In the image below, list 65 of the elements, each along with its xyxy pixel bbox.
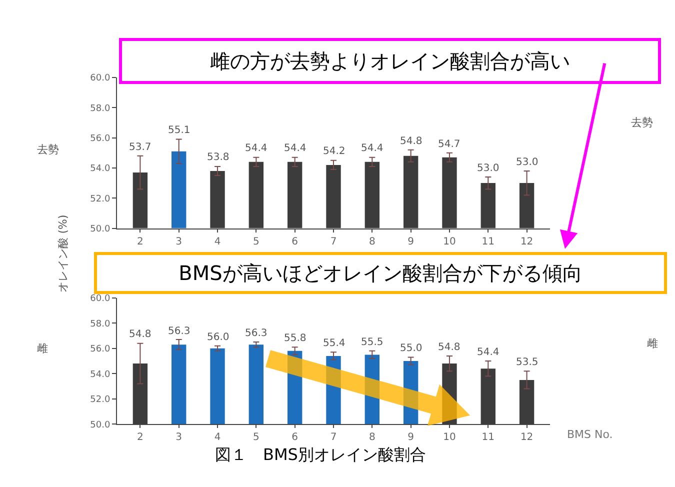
- y-tick-label: 52.0: [90, 194, 110, 204]
- x-tick-label: 3: [176, 432, 182, 444]
- y-tick-label: 60.0: [90, 294, 110, 304]
- x-tick-label: 6: [292, 236, 298, 248]
- data-label: 55.5: [361, 337, 384, 348]
- x-tick-label: 12: [520, 432, 534, 444]
- data-label: 54.4: [361, 143, 384, 154]
- x-tick-label: 7: [330, 236, 337, 248]
- text: 雌: [37, 342, 48, 355]
- data-label: 55.1: [168, 125, 190, 136]
- data-label: 54.4: [245, 143, 268, 154]
- x-tick-label: 5: [252, 432, 260, 444]
- x-tick-label: 10: [443, 432, 456, 444]
- y-tick-label: 58.0: [90, 319, 110, 330]
- x-tick-label: 8: [368, 432, 376, 444]
- data-label: 54.8: [400, 136, 422, 147]
- data-label: 54.4: [477, 347, 500, 358]
- y-tick-label: 56.0: [90, 344, 110, 355]
- data-label: 54.8: [438, 342, 460, 353]
- data-label: 55.0: [400, 343, 422, 354]
- data-label: 56.3: [245, 328, 268, 339]
- data-label: 53.5: [516, 357, 538, 368]
- data-label: 53.0: [477, 163, 500, 174]
- text: 雌: [647, 337, 658, 350]
- x-tick-label: 7: [330, 432, 337, 444]
- data-label: 54.7: [438, 139, 460, 150]
- data-label: 56.3: [168, 326, 190, 337]
- data-label: 56.0: [207, 332, 230, 343]
- y-tick-label: 52.0: [90, 395, 110, 406]
- x-tick-label: 3: [176, 236, 182, 248]
- x-tick-label: 10: [443, 236, 456, 248]
- x-tick-label: 12: [520, 236, 534, 248]
- y-tick-label: 50.0: [90, 420, 110, 430]
- x-tick-label: 4: [214, 432, 221, 444]
- y-tick-label: 50.0: [90, 224, 110, 234]
- y-tick-label: 54.0: [90, 164, 110, 174]
- x-axis-title: BMS No.: [567, 428, 613, 441]
- x-tick-label: 5: [252, 236, 260, 248]
- x-tick-label: 2: [137, 236, 144, 248]
- data-label: 55.4: [323, 338, 346, 349]
- y-tick-label: 56.0: [90, 134, 110, 144]
- data-label: 54.2: [323, 146, 346, 157]
- x-tick-label: 4: [214, 236, 221, 248]
- x-tick-label: 11: [482, 432, 495, 444]
- caption: 図１ BMS別オレイン酸割合: [215, 445, 426, 464]
- x-tick-label: 9: [408, 236, 414, 248]
- data-label: 54.4: [284, 143, 306, 154]
- data-label: 53.7: [129, 142, 152, 153]
- x-tick-label: 9: [408, 432, 414, 444]
- x-tick-label: 2: [137, 432, 144, 444]
- y-axis-title: オレイン酸 (%): [56, 214, 70, 292]
- data-label: 53.0: [516, 157, 538, 168]
- text: 去勢: [631, 116, 653, 129]
- x-tick-label: 11: [482, 236, 495, 248]
- text: BMSが高いほどオレイン酸割合が下がる傾向: [178, 261, 582, 285]
- x-tick-label: 6: [292, 432, 298, 444]
- data-label: 53.8: [207, 152, 230, 163]
- x-tick-label: 8: [368, 236, 376, 248]
- data-label: 55.8: [284, 333, 306, 344]
- y-tick-label: 54.0: [90, 370, 110, 380]
- y-tick-label: 58.0: [90, 104, 110, 114]
- text: 雌の方が去勢よりオレイン酸割合が高い: [210, 49, 570, 73]
- data-label: 54.8: [129, 329, 152, 340]
- text: 去勢: [37, 143, 59, 156]
- y-tick-label: 60.0: [90, 74, 110, 84]
